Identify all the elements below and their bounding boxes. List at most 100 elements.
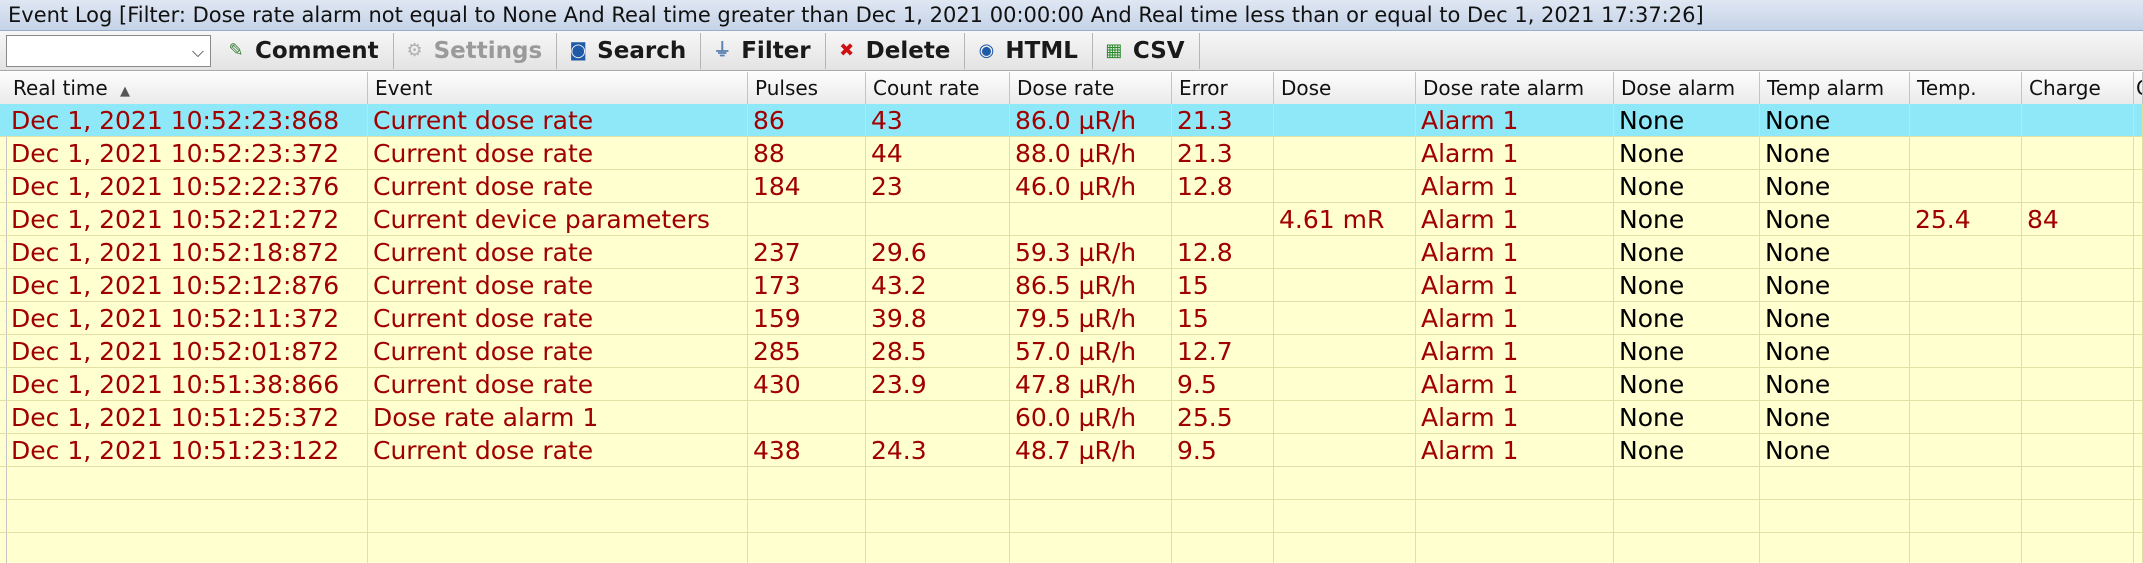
cell-charge — [2022, 467, 2134, 500]
cell-temp-alarm: None — [1760, 137, 1910, 170]
cell-pulses — [748, 203, 866, 236]
html-label: HTML — [1005, 37, 1078, 64]
cell-real-time: Dec 1, 2021 10:52:23:868 — [6, 104, 368, 137]
table-row[interactable]: Dec 1, 2021 10:51:23:122 Current dose rat… — [0, 434, 2143, 467]
cell-c — [2134, 104, 2143, 137]
event-log-table[interactable]: Real time ▲ Event Pulses Count rate Dose… — [0, 72, 2143, 563]
cell-dose-alarm: None — [1614, 302, 1760, 335]
cell-pulses — [748, 500, 866, 533]
search-button[interactable]: ◙ Search — [557, 32, 702, 69]
table-row[interactable]: Dec 1, 2021 10:52:21:272 Current device p… — [0, 203, 2143, 236]
cell-temp — [1910, 368, 2022, 401]
column-header-error[interactable]: Error — [1172, 72, 1274, 104]
csv-button[interactable]: ▦ CSV — [1093, 32, 1200, 69]
cell-dose-rate-alarm: Alarm 1 — [1416, 302, 1614, 335]
cell-event: Current dose rate — [368, 104, 748, 137]
column-header-pulses[interactable]: Pulses — [748, 72, 866, 104]
cell-charge — [2022, 335, 2134, 368]
table-row[interactable]: Dec 1, 2021 10:52:22:376 Current dose rat… — [0, 170, 2143, 203]
cell-dose-alarm: None — [1614, 137, 1760, 170]
cell-dose-alarm: None — [1614, 269, 1760, 302]
toolbar: ⌵ ✎ Comment ⚙ Settings ◙ Search ⏚ Filter… — [0, 31, 2143, 71]
filter-combo[interactable]: ⌵ — [6, 34, 211, 67]
html-button[interactable]: ◉ HTML — [965, 32, 1093, 69]
table-row[interactable]: Dec 1, 2021 10:52:12:876 Current dose rat… — [0, 269, 2143, 302]
cell-pulses: 438 — [748, 434, 866, 467]
cell-dose-alarm — [1614, 533, 1760, 563]
cell-real-time: Dec 1, 2021 10:51:23:122 — [6, 434, 368, 467]
cell-temp-alarm — [1760, 467, 1910, 500]
sort-ascending-icon: ▲ — [120, 84, 131, 99]
cell-count-rate: 23 — [866, 170, 1010, 203]
empty-row — [0, 533, 2143, 563]
table-row[interactable]: Dec 1, 2021 10:51:38:866 Current dose rat… — [0, 368, 2143, 401]
cell-temp — [1910, 104, 2022, 137]
cell-charge — [2022, 401, 2134, 434]
cell-real-time: Dec 1, 2021 10:52:01:872 — [6, 335, 368, 368]
column-header-temp[interactable]: Temp. — [1910, 72, 2022, 104]
cell-temp — [1910, 401, 2022, 434]
cell-event: Current dose rate — [368, 137, 748, 170]
cell-pulses: 159 — [748, 302, 866, 335]
chevron-down-icon[interactable]: ⌵ — [191, 41, 204, 61]
table-row[interactable]: Dec 1, 2021 10:52:23:868 Current dose rat… — [0, 104, 2143, 137]
cell-count-rate: 43.2 — [866, 269, 1010, 302]
column-header-dose-rate[interactable]: Dose rate — [1010, 72, 1172, 104]
cell-c — [2134, 533, 2143, 563]
column-header-dose-rate-alarm[interactable]: Dose rate alarm — [1416, 72, 1614, 104]
cell-temp-alarm: None — [1760, 368, 1910, 401]
cell-charge — [2022, 434, 2134, 467]
cell-error — [1172, 533, 1274, 563]
cell-pulses: 430 — [748, 368, 866, 401]
column-header-dose-alarm[interactable]: Dose alarm — [1614, 72, 1760, 104]
table-row[interactable]: Dec 1, 2021 10:52:11:372 Current dose rat… — [0, 302, 2143, 335]
cell-dose-alarm: None — [1614, 203, 1760, 236]
cell-temp-alarm: None — [1760, 335, 1910, 368]
cell-count-rate: 23.9 — [866, 368, 1010, 401]
cell-dose-rate-alarm: Alarm 1 — [1416, 335, 1614, 368]
cell-dose — [1274, 368, 1416, 401]
cell-dose-rate: 88.0 µR/h — [1010, 137, 1172, 170]
filter-button[interactable]: ⏚ Filter — [701, 32, 826, 69]
cell-temp — [1910, 500, 2022, 533]
column-header-count-rate[interactable]: Count rate — [866, 72, 1010, 104]
column-header-event[interactable]: Event — [368, 72, 748, 104]
cell-c — [2134, 302, 2143, 335]
cell-event: Current dose rate — [368, 170, 748, 203]
row-header-strip — [0, 104, 7, 563]
cell-c — [2134, 335, 2143, 368]
cell-real-time — [6, 533, 368, 563]
cell-error — [1172, 203, 1274, 236]
table-row[interactable]: Dec 1, 2021 10:52:18:872 Current dose rat… — [0, 236, 2143, 269]
cell-error — [1172, 500, 1274, 533]
cell-count-rate: 28.5 — [866, 335, 1010, 368]
column-header-temp-alarm[interactable]: Temp alarm — [1760, 72, 1910, 104]
delete-button[interactable]: ✖ Delete — [826, 32, 966, 69]
cell-error: 9.5 — [1172, 368, 1274, 401]
cell-error: 21.3 — [1172, 137, 1274, 170]
cell-c — [2134, 467, 2143, 500]
comment-button[interactable]: ✎ Comment — [215, 32, 394, 69]
cell-c — [2134, 500, 2143, 533]
column-header-c[interactable]: C — [2134, 72, 2143, 104]
table-row[interactable]: Dec 1, 2021 10:52:01:872 Current dose rat… — [0, 335, 2143, 368]
cell-dose-rate — [1010, 467, 1172, 500]
cell-temp — [1910, 236, 2022, 269]
cell-dose — [1274, 236, 1416, 269]
table-header: Real time ▲ Event Pulses Count rate Dose… — [0, 72, 2143, 105]
cell-dose-rate: 57.0 µR/h — [1010, 335, 1172, 368]
csv-label: CSV — [1132, 37, 1185, 64]
table-row[interactable]: Dec 1, 2021 10:51:25:372 Dose rate alarm … — [0, 401, 2143, 434]
cell-dose-alarm — [1614, 467, 1760, 500]
column-header-dose[interactable]: Dose — [1274, 72, 1416, 104]
cell-count-rate — [866, 203, 1010, 236]
settings-button[interactable]: ⚙ Settings — [394, 32, 558, 69]
cell-dose-rate-alarm: Alarm 1 — [1416, 236, 1614, 269]
column-header-real-time[interactable]: Real time ▲ — [6, 72, 368, 104]
cell-error — [1172, 467, 1274, 500]
empty-row — [0, 467, 2143, 500]
cell-dose — [1274, 500, 1416, 533]
table-row[interactable]: Dec 1, 2021 10:52:23:372 Current dose rat… — [0, 137, 2143, 170]
column-header-charge[interactable]: Charge — [2022, 72, 2134, 104]
cell-dose-rate — [1010, 500, 1172, 533]
